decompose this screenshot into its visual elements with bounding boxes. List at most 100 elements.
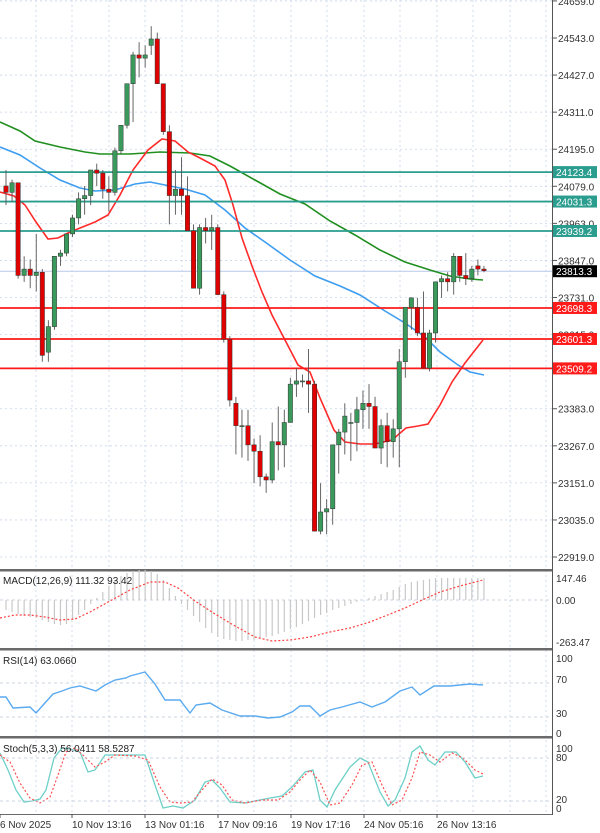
price-tick-label: 24427.0 xyxy=(558,71,595,82)
price-tag: 23698.3 xyxy=(556,304,593,315)
candle xyxy=(390,428,396,442)
candle xyxy=(372,406,378,449)
price-tag: 24031.3 xyxy=(556,198,593,209)
candle xyxy=(209,227,215,231)
candle xyxy=(185,195,190,231)
macd-signal-line xyxy=(0,579,484,642)
stochastic-panel[interactable]: Stoch(5,3,3) 56.0411 58.5287 100 80 20 0 xyxy=(0,744,573,815)
rsi-line xyxy=(0,671,484,719)
candle xyxy=(469,268,475,279)
candle xyxy=(233,403,239,426)
candle xyxy=(281,422,287,446)
candle xyxy=(245,425,251,446)
chart-grid xyxy=(0,0,552,814)
candle xyxy=(408,297,414,308)
candle xyxy=(154,38,160,84)
price-panel[interactable] xyxy=(0,26,552,535)
candle xyxy=(124,83,130,126)
macd-histogram xyxy=(5,570,485,641)
candle xyxy=(330,444,336,510)
candle xyxy=(166,131,172,196)
candle xyxy=(9,182,15,193)
rsi-tick-30: 30 xyxy=(556,709,568,720)
candle xyxy=(251,444,257,452)
candle xyxy=(191,230,197,289)
panel-separators xyxy=(0,0,553,815)
candle xyxy=(354,409,360,423)
candle xyxy=(463,275,469,279)
candle xyxy=(269,441,275,481)
candle xyxy=(197,227,203,289)
ma-mid-line xyxy=(0,146,485,376)
candle xyxy=(457,256,463,276)
candle xyxy=(27,268,33,276)
stoch-main-line xyxy=(0,745,484,809)
level-price-tags: 24123.4 24031.3 23939.2 23698.3 23601.3 23509… xyxy=(553,166,597,375)
candle xyxy=(414,307,420,334)
stoch-tick-0: 0 xyxy=(556,804,562,815)
price-tag: 23813.3 xyxy=(556,267,593,278)
candle xyxy=(33,272,39,276)
rsi-tick-100: 100 xyxy=(556,654,573,665)
rsi-tick-70: 70 xyxy=(556,675,568,686)
candle xyxy=(439,278,445,283)
price-tick-label: 22919.0 xyxy=(558,553,595,564)
candle xyxy=(421,332,426,369)
time-tick-label: 19 Nov 17:16 xyxy=(291,820,351,831)
rsi-panel[interactable]: RSI(14) 63.0660 100 70 30 0 xyxy=(0,654,573,740)
candle xyxy=(160,83,166,132)
time-tick-label: 17 Nov 09:16 xyxy=(218,820,278,831)
candle xyxy=(94,169,100,174)
price-tick-label: 23151.0 xyxy=(558,479,595,490)
candle xyxy=(427,332,432,369)
candle xyxy=(275,441,281,446)
candle xyxy=(82,195,88,200)
stoch-tick-80: 80 xyxy=(556,753,568,764)
macd-tick-min: -263.47 xyxy=(556,638,590,649)
candle xyxy=(378,425,384,449)
candle xyxy=(21,268,27,276)
price-tag: 24123.4 xyxy=(556,168,593,179)
time-tick-label: 6 Nov 2025 xyxy=(0,820,52,831)
candle xyxy=(336,431,342,446)
price-tick-label: 24543.0 xyxy=(558,34,595,45)
candle xyxy=(142,54,148,59)
price-tag: 23939.2 xyxy=(556,227,593,238)
price-tick-label: 24311.0 xyxy=(558,108,594,119)
price-tick-label: 24659.0 xyxy=(558,0,595,8)
candle xyxy=(239,425,245,427)
time-tick-label: 10 Nov 13:16 xyxy=(72,820,132,831)
candle xyxy=(348,422,354,424)
candle xyxy=(148,38,154,46)
price-tick-label: 23035.0 xyxy=(558,516,595,527)
candle xyxy=(221,294,227,340)
candle xyxy=(451,256,457,283)
macd-tick-zero: 0.00 xyxy=(556,596,576,607)
candle xyxy=(3,185,9,193)
moving-average-lines xyxy=(0,121,485,445)
macd-panel[interactable]: MACD(12,26,9) 111.32 93.42 147.46 0.00 -… xyxy=(0,570,590,649)
price-tick-label: 23847.0 xyxy=(558,256,595,267)
price-tag: 23509.2 xyxy=(556,364,593,375)
price-tick-label: 23731.0 xyxy=(558,294,595,305)
macd-label: MACD(12,26,9) 111.32 93.42 xyxy=(3,576,133,587)
candle xyxy=(324,508,330,513)
candle xyxy=(51,256,57,327)
price-tick-label: 24079.0 xyxy=(558,182,595,193)
candle xyxy=(88,169,94,196)
candle xyxy=(481,268,487,271)
price-axis: 24659.0 24543.0 24427.0 24311.0 24195.0 24079… xyxy=(553,0,595,564)
candle xyxy=(45,326,51,353)
candle xyxy=(64,233,69,254)
candle xyxy=(215,227,221,295)
price-tag: 23601.3 xyxy=(556,335,593,346)
time-tick-label: 13 Nov 01:16 xyxy=(145,820,205,831)
candlesticks xyxy=(3,26,487,535)
price-tick-label: 24195.0 xyxy=(558,145,595,156)
stoch-label: Stoch(5,3,3) 56.0411 58.5287 xyxy=(3,744,135,755)
candle xyxy=(433,281,439,334)
candle xyxy=(76,198,82,219)
stoch-signal-line xyxy=(0,747,484,806)
candle xyxy=(172,188,178,196)
